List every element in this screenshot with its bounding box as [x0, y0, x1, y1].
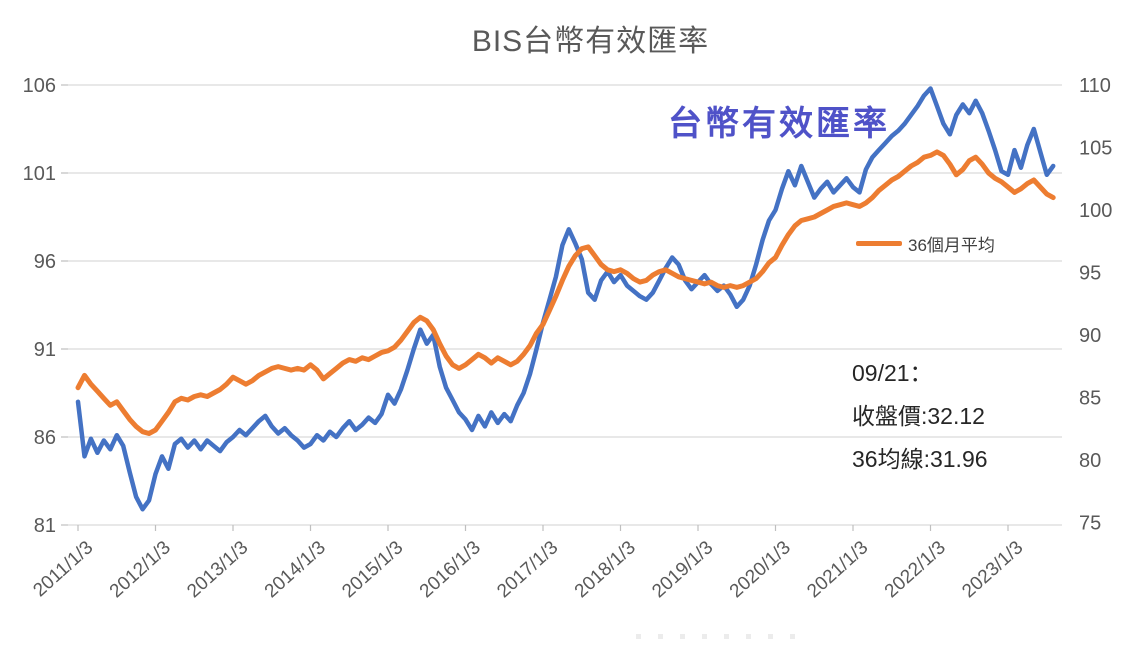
legend-line-swatch: [856, 241, 902, 246]
annotation-box: 09/21： 收盤價:32.12 36均線:31.96: [852, 352, 988, 481]
right-axis-label: 80: [1079, 450, 1101, 472]
right-axis-label: 75: [1079, 513, 1101, 535]
x-axis-label: 2018/1/3: [571, 537, 640, 602]
x-axis-label: 2016/1/3: [416, 537, 485, 602]
x-axis-label: 2019/1/3: [648, 537, 717, 602]
right-axis-label: 85: [1079, 388, 1101, 410]
left-axis-label: 86: [34, 427, 56, 449]
left-axis-label: 101: [23, 163, 56, 185]
series-callout-label: 台幣有效匯率: [668, 105, 890, 143]
right-axis-label: 105: [1079, 138, 1112, 160]
annotation-date: 09/21：: [852, 360, 933, 386]
chart-title: BIS台幣有效匯率: [471, 25, 710, 58]
right-axis-label: 95: [1079, 263, 1101, 285]
legend-item-ma[interactable]: 36個月平均: [856, 231, 995, 256]
x-axis-label: 2014/1/3: [261, 537, 330, 602]
x-axis-label: 2023/1/3: [958, 537, 1027, 602]
x-axis-label: 2017/1/3: [493, 537, 562, 602]
left-axis-label: 106: [23, 75, 56, 97]
x-axis-label: 2011/1/3: [29, 537, 97, 601]
left-axis-label: 91: [34, 339, 56, 361]
legend-label: 36個月平均: [908, 236, 995, 255]
x-axis-label: 2013/1/3: [183, 537, 252, 602]
left-axis-label: 81: [34, 515, 56, 537]
x-axis-label: 2022/1/3: [881, 537, 950, 602]
x-axis-label: 2020/1/3: [726, 537, 795, 602]
effective-rate-line: [75, 86, 1056, 512]
x-axis-label: 2015/1/3: [338, 537, 407, 602]
right-axis-label: 90: [1079, 325, 1101, 347]
faint-watermark-artifact: [636, 634, 806, 639]
x-axis-label: 2012/1/3: [106, 537, 175, 602]
annotation-close-price: 收盤價:32.12: [852, 403, 985, 429]
annotation-ma-value: 36均線:31.96: [852, 446, 988, 472]
left-axis-label: 96: [34, 251, 56, 273]
right-axis-label: 100: [1079, 200, 1112, 222]
right-axis-label: 110: [1079, 75, 1111, 97]
x-axis-label: 2021/1/3: [803, 537, 872, 602]
moving-average-line: [75, 149, 1056, 436]
